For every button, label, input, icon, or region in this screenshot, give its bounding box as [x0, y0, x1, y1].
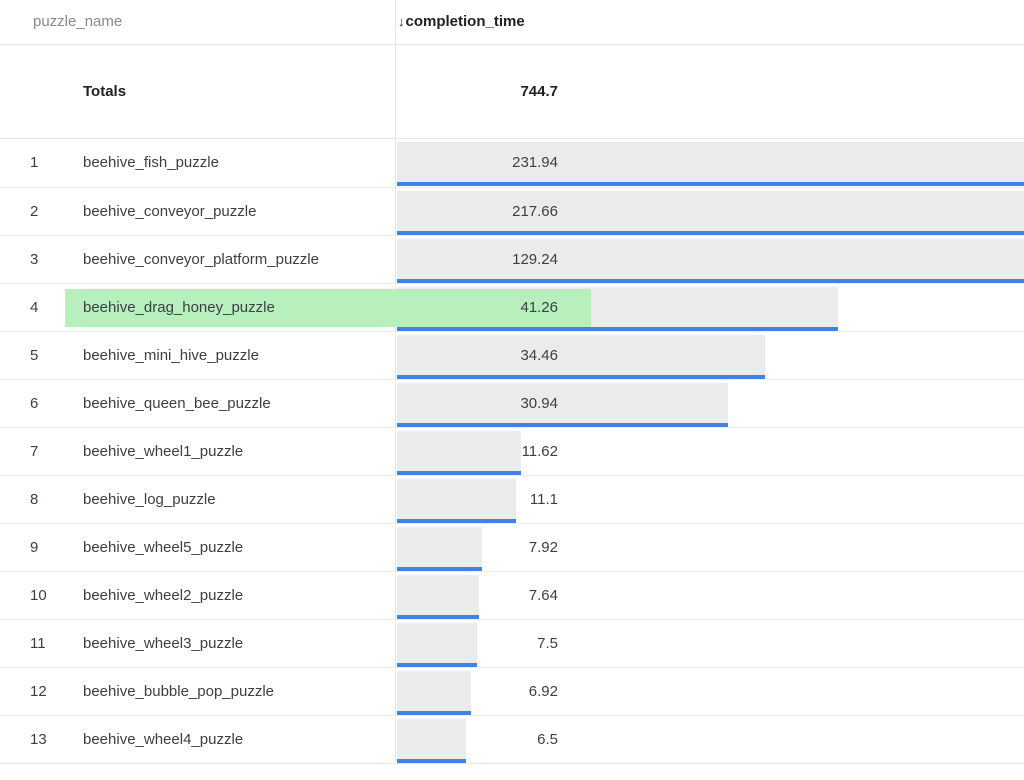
table-row[interactable]: 4 beehive_drag_honey_puzzle 41.26 — [0, 283, 1024, 331]
value-bar — [397, 623, 477, 667]
table-header: puzzle_name ↓ completion_time — [0, 0, 1024, 45]
puzzle-name-cell: beehive_queen_bee_puzzle — [83, 395, 271, 412]
completion-time-value: 30.94 — [520, 395, 558, 412]
puzzle-name-cell: beehive_wheel5_puzzle — [83, 539, 244, 556]
value-bar — [397, 191, 1024, 235]
table-row[interactable]: 3 beehive_conveyor_platform_puzzle 129.2… — [0, 235, 1024, 283]
row-index: 7 — [30, 443, 39, 460]
table-row[interactable]: 7 beehive_wheel1_puzzle 11.62 — [0, 427, 1024, 475]
completion-time-value: 41.26 — [520, 299, 558, 316]
row-index: 4 — [30, 299, 39, 316]
completion-time-value: 6.92 — [528, 683, 558, 700]
totals-label: Totals — [83, 83, 127, 100]
table-row[interactable]: 5 beehive_mini_hive_puzzle 34.46 — [0, 331, 1024, 379]
table-row[interactable]: 13 beehive_wheel4_puzzle 6.5 — [0, 715, 1024, 763]
value-bar — [397, 719, 466, 763]
row-index: 8 — [30, 491, 39, 508]
totals-row: Totals 744.7 — [0, 45, 1024, 139]
puzzle-name-cell: beehive_conveyor_puzzle — [83, 203, 257, 220]
row-index: 11 — [30, 635, 46, 652]
column-header-completion-time-label: completion_time — [405, 13, 525, 30]
row-index: 2 — [30, 203, 39, 220]
table-row[interactable]: 11 beehive_wheel3_puzzle 7.5 — [0, 619, 1024, 667]
table-bottom-border — [0, 763, 1024, 764]
value-bar — [397, 671, 471, 715]
completion-time-value: 11.62 — [521, 443, 558, 460]
row-index: 5 — [30, 347, 39, 364]
sort-descending-icon: ↓ — [398, 14, 405, 29]
completion-time-value: 7.5 — [537, 635, 558, 652]
row-index: 10 — [30, 587, 47, 604]
row-selection-highlight — [65, 289, 591, 327]
puzzle-name-cell: beehive_wheel1_puzzle — [83, 443, 244, 460]
table-body: 1 beehive_fish_puzzle 231.94 2 beehive_c… — [0, 139, 1024, 763]
completion-time-value: 34.46 — [520, 347, 558, 364]
table-row[interactable]: 8 beehive_log_puzzle 11.1 — [0, 475, 1024, 523]
row-index: 6 — [30, 395, 39, 412]
table-row[interactable]: 2 beehive_conveyor_puzzle 217.66 — [0, 187, 1024, 235]
puzzle-name-cell: beehive_mini_hive_puzzle — [83, 347, 259, 364]
completion-time-value: 7.92 — [528, 539, 558, 556]
completion-time-value: 7.64 — [528, 587, 558, 604]
value-bar — [397, 383, 728, 427]
completion-time-value: 6.5 — [537, 731, 558, 748]
table-row[interactable]: 9 beehive_wheel5_puzzle 7.92 — [0, 523, 1024, 571]
column-header-completion-time[interactable]: ↓ completion_time — [398, 0, 525, 44]
completion-time-value: 231.94 — [512, 154, 558, 171]
completion-time-value: 11.1 — [529, 491, 558, 508]
puzzle-name-cell: beehive_fish_puzzle — [83, 154, 219, 171]
row-index: 3 — [30, 251, 39, 268]
puzzle-name-cell: beehive_wheel2_puzzle — [83, 587, 244, 604]
column-header-puzzle-name[interactable]: puzzle_name — [33, 13, 123, 30]
row-index: 13 — [30, 731, 47, 748]
puzzle-name-cell: beehive_wheel4_puzzle — [83, 731, 244, 748]
value-bar — [397, 239, 1024, 283]
data-table: puzzle_name ↓ completion_time Totals 744.… — [0, 0, 1024, 764]
row-index: 12 — [30, 683, 47, 700]
value-bar — [397, 479, 516, 523]
totals-value: 744.7 — [520, 83, 558, 100]
puzzle-name-cell: beehive_log_puzzle — [83, 491, 216, 508]
table-row[interactable]: 6 beehive_queen_bee_puzzle 30.94 — [0, 379, 1024, 427]
row-index: 9 — [30, 539, 39, 556]
value-bar — [397, 142, 1024, 186]
puzzle-name-cell: beehive_conveyor_platform_puzzle — [83, 251, 319, 268]
table-row[interactable]: 10 beehive_wheel2_puzzle 7.64 — [0, 571, 1024, 619]
completion-time-value: 129.24 — [512, 251, 558, 268]
puzzle-name-cell: beehive_bubble_pop_puzzle — [83, 683, 275, 700]
puzzle-name-cell: beehive_drag_honey_puzzle — [83, 299, 275, 316]
completion-time-value: 217.66 — [512, 203, 558, 220]
row-index: 1 — [30, 154, 39, 171]
value-bar — [397, 335, 765, 379]
column-divider — [395, 0, 396, 764]
value-bar — [397, 527, 482, 571]
table-row[interactable]: 12 beehive_bubble_pop_puzzle 6.92 — [0, 667, 1024, 715]
value-bar — [397, 431, 521, 475]
table-row[interactable]: 1 beehive_fish_puzzle 231.94 — [0, 139, 1024, 187]
puzzle-name-cell: beehive_wheel3_puzzle — [83, 635, 244, 652]
value-bar — [397, 575, 479, 619]
